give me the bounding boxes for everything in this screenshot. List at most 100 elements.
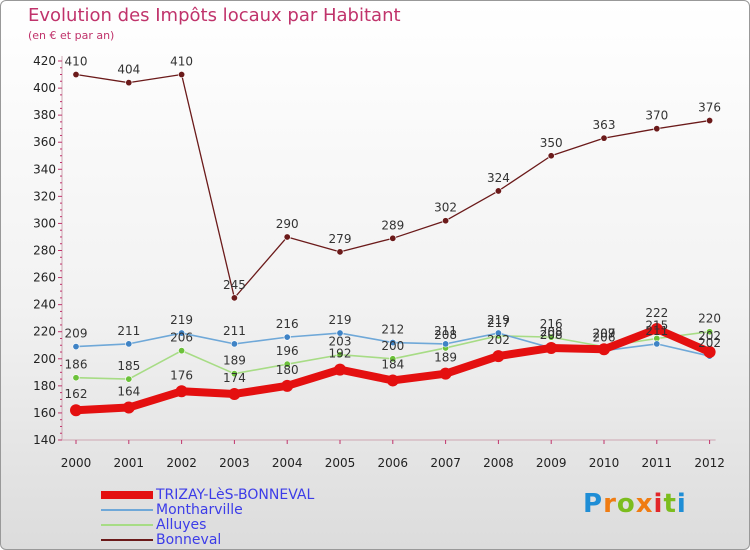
legend-label-bonneval: Bonneval bbox=[156, 532, 222, 548]
data-label: 209 bbox=[593, 327, 616, 341]
data-label: 217 bbox=[487, 316, 510, 330]
y-tick-label: 380 bbox=[33, 108, 56, 122]
data-label: 363 bbox=[593, 118, 616, 132]
y-tick-label: 220 bbox=[33, 325, 56, 339]
data-label: 376 bbox=[698, 101, 721, 115]
data-label: 410 bbox=[65, 55, 88, 69]
data-point-3 bbox=[494, 187, 502, 195]
data-label: 184 bbox=[381, 357, 404, 371]
data-point-2 bbox=[125, 375, 133, 383]
data-label: 302 bbox=[434, 201, 457, 215]
x-tick-label: 2007 bbox=[430, 456, 461, 470]
legend-swatch-trizay bbox=[101, 491, 153, 499]
chart-subtitle: (en € et par an) bbox=[28, 29, 115, 42]
data-label: 189 bbox=[223, 354, 246, 368]
logo-letter: i bbox=[653, 489, 664, 519]
data-label: 162 bbox=[65, 387, 88, 401]
data-label: 186 bbox=[65, 358, 88, 372]
y-tick-label: 360 bbox=[33, 135, 56, 149]
data-label: 216 bbox=[276, 317, 299, 331]
y-tick-label: 340 bbox=[33, 162, 56, 176]
data-label: 207 bbox=[593, 326, 616, 340]
data-label: 200 bbox=[381, 339, 404, 353]
legend-label-trizay: TRIZAY-LèS-BONNEVAL bbox=[156, 487, 315, 503]
data-point-0 bbox=[228, 387, 241, 400]
data-label: 211 bbox=[223, 324, 246, 338]
data-label: 185 bbox=[117, 359, 140, 373]
data-point-0 bbox=[122, 401, 135, 414]
data-label: 222 bbox=[645, 306, 668, 320]
data-label: 208 bbox=[540, 328, 563, 342]
data-point-0 bbox=[598, 343, 610, 356]
data-label: 215 bbox=[645, 318, 668, 332]
data-label: 206 bbox=[593, 331, 616, 345]
data-point-1 bbox=[125, 340, 133, 348]
data-point-1 bbox=[283, 333, 291, 341]
x-tick-label: 2009 bbox=[536, 456, 567, 470]
data-label: 211 bbox=[117, 324, 140, 338]
data-point-3 bbox=[653, 125, 661, 133]
data-label: 370 bbox=[645, 109, 668, 123]
data-label: 404 bbox=[117, 63, 140, 77]
data-label: 203 bbox=[329, 335, 352, 349]
logo-letter: P bbox=[583, 489, 604, 519]
data-point-1 bbox=[230, 340, 238, 348]
data-point-2 bbox=[178, 347, 186, 355]
data-point-0 bbox=[175, 385, 188, 398]
x-tick-label: 2011 bbox=[642, 456, 673, 470]
data-label: 209 bbox=[65, 327, 88, 341]
data-label: 220 bbox=[698, 312, 721, 326]
data-point-3 bbox=[178, 71, 186, 79]
data-label: 189 bbox=[434, 351, 457, 365]
data-point-2 bbox=[230, 370, 238, 378]
data-label: 196 bbox=[276, 344, 299, 358]
data-point-3 bbox=[389, 234, 397, 242]
y-tick-label: 420 bbox=[33, 54, 56, 68]
data-label: 324 bbox=[487, 171, 510, 185]
data-label: 216 bbox=[540, 317, 563, 331]
legend-label-montharville: Montharville bbox=[156, 502, 243, 518]
proxiti-logo[interactable]: Proxiti bbox=[583, 489, 687, 519]
x-tick-label: 2003 bbox=[219, 456, 250, 470]
data-point-3 bbox=[230, 294, 238, 302]
y-tick-label: 140 bbox=[33, 433, 56, 447]
x-tick-label: 2000 bbox=[61, 456, 92, 470]
data-label: 219 bbox=[170, 313, 193, 327]
data-point-2 bbox=[283, 360, 291, 368]
data-point-0 bbox=[492, 350, 505, 363]
legend-swatch-montharville bbox=[101, 509, 153, 511]
data-point-3 bbox=[600, 134, 608, 142]
y-tick-label: 280 bbox=[33, 244, 56, 258]
data-point-0 bbox=[439, 367, 452, 380]
x-tick-label: 2010 bbox=[589, 456, 620, 470]
data-label: 212 bbox=[381, 323, 404, 337]
data-point-1 bbox=[442, 340, 450, 348]
data-label: 350 bbox=[540, 136, 563, 150]
data-label: 219 bbox=[329, 313, 352, 327]
legend-swatch-bonneval bbox=[101, 539, 153, 541]
data-point-2 bbox=[336, 351, 344, 359]
data-point-2 bbox=[72, 374, 80, 382]
data-point-1 bbox=[178, 329, 186, 337]
y-tick-label: 320 bbox=[33, 189, 56, 203]
y-tick-label: 160 bbox=[33, 406, 56, 420]
data-label: 208 bbox=[540, 325, 563, 339]
x-tick-label: 2002 bbox=[166, 456, 197, 470]
x-tick-label: 2004 bbox=[272, 456, 303, 470]
legend-swatch-alluyes bbox=[101, 524, 153, 526]
data-point-3 bbox=[336, 248, 344, 256]
x-tick-label: 2008 bbox=[483, 456, 514, 470]
data-point-0 bbox=[703, 346, 716, 359]
data-label: 290 bbox=[276, 217, 299, 231]
data-point-0 bbox=[334, 363, 346, 376]
x-tick-label: 2006 bbox=[378, 456, 409, 470]
data-point-3 bbox=[72, 71, 80, 79]
x-tick-label: 2012 bbox=[694, 456, 725, 470]
legend-label-alluyes: Alluyes bbox=[156, 517, 207, 533]
y-tick-label: 260 bbox=[33, 271, 56, 285]
logo-letter: i bbox=[676, 489, 687, 519]
data-point-2 bbox=[706, 328, 714, 336]
series-line-3 bbox=[75, 73, 711, 299]
chart-title: Evolution des Impôts locaux par Habitant bbox=[28, 5, 401, 26]
